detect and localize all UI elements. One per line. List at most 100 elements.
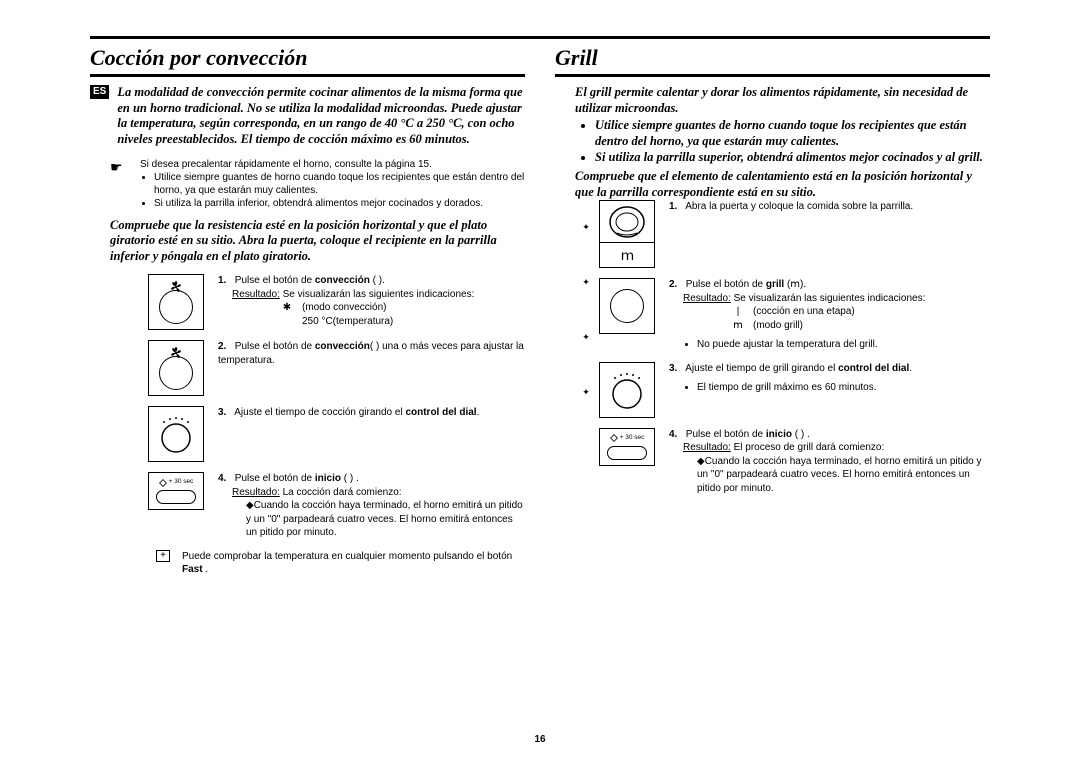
dial-control-icon [599, 362, 655, 418]
intro-list-right: Utilice siempre guantes de horno cuando … [555, 118, 990, 165]
mode-icon: ⅿ [731, 319, 745, 333]
result-text: El proceso de grill dará comienzo: [731, 442, 884, 453]
note-list: Utilice siempre guantes de horno cuando … [140, 171, 525, 210]
pill-button-icon [607, 446, 647, 460]
cross-icon: ✦ [582, 332, 590, 343]
diamond-icon [610, 434, 618, 442]
step-1: 1. Pulse el botón de convección ( ). Res… [148, 274, 525, 330]
result-block: Resultado: La cocción dará comienzo: ◆Cu… [232, 486, 525, 540]
result-block: Resultado: Se visualizarán las siguiente… [232, 288, 525, 329]
result-label: Resultado: [232, 289, 280, 300]
intro-item: Si utiliza la parrilla superior, obtendr… [595, 150, 990, 166]
top-rule [90, 36, 990, 39]
step-bullet: No puede ajustar la temperatura del gril… [697, 338, 990, 352]
step-image [148, 340, 204, 396]
dial-control-icon [148, 406, 204, 462]
grill-steps-wrap: ✦ ✦ ✦ ✦ [579, 200, 990, 505]
step-body: 2. Pulse el botón de convección( ) una o… [218, 340, 525, 396]
note-item: Utilice siempre guantes de horno cuando … [154, 171, 525, 197]
section-title-right: Grill [555, 45, 990, 71]
result-text: Se visualizarán las siguientes indicacio… [280, 289, 475, 300]
crop-marks: ✦ ✦ ✦ ✦ [579, 200, 593, 505]
indic-label: (modo grill) [753, 319, 803, 333]
mode-icon: | [731, 305, 745, 319]
step-image [148, 274, 204, 330]
step-number: 3. [218, 406, 232, 420]
step-body: 2. Pulse el botón de grill (ⅿ). Resultad… [669, 278, 990, 352]
result-text: La cocción dará comienzo: [280, 487, 402, 498]
dial-dots-icon [605, 368, 649, 412]
intro-text-right: El grill permite calentar y dorar los al… [575, 85, 990, 116]
pointer-icon: ☛ [110, 158, 128, 210]
step-text: Pulse el botón de inicio ( ) . [686, 429, 810, 440]
step-image [148, 406, 204, 462]
step-text: Pulse el botón de convección( ) una o má… [218, 341, 524, 366]
step-bullets: No puede ajustar la temperatura del gril… [669, 338, 990, 352]
left-column: Cocción por convección ES La modalidad d… [90, 45, 525, 576]
page-number: 16 [534, 734, 545, 745]
plus30-label: + 30 sec [610, 434, 645, 443]
step-4: + 30 sec 4. Pulse el botón de inicio ( )… [148, 472, 525, 540]
note-body: Si desea precalentar rápidamente el horn… [140, 158, 525, 210]
section-rule [555, 74, 990, 77]
step-bullets: El tiempo de grill máximo es 60 minutos. [669, 381, 990, 395]
cross-icon: ✦ [582, 222, 590, 233]
fan-icon [169, 346, 183, 360]
step-number: 4. [218, 472, 232, 486]
result-label: Resultado: [683, 442, 731, 453]
plus30-label: + 30 sec [159, 478, 194, 487]
manual-page: Cocción por convección ES La modalidad d… [0, 0, 1080, 576]
step-text: Pulse el botón de convección ( ). [235, 275, 385, 286]
result-text: Se visualizarán las siguientes indicacio… [731, 293, 926, 304]
grill-symbol-icon: ⅿ [621, 246, 634, 265]
step-body: 4. Pulse el botón de inicio ( ) . Result… [218, 472, 525, 540]
step-image: + 30 sec [599, 428, 655, 496]
plus-box-icon: + [156, 550, 170, 562]
language-badge: ES [90, 85, 109, 99]
note-lead: Si desea precalentar rápidamente el horn… [140, 158, 525, 171]
step-image [599, 278, 655, 352]
step-body: 3. Ajuste el tiempo de grill girando el … [669, 362, 990, 418]
right-column: Grill El grill permite calentar y dorar … [555, 45, 990, 576]
foot-note: + Puede comprobar la temperatura en cual… [156, 550, 525, 576]
result-block: Resultado: El proceso de grill dará comi… [683, 441, 990, 495]
step-body: 4. Pulse el botón de inicio ( ) . Result… [669, 428, 990, 496]
rack-icon [607, 205, 647, 239]
end-note: ◆Cuando la cocción haya terminado, el ho… [246, 499, 525, 540]
grill-knob-icon [599, 278, 655, 334]
step-image: + 30 sec [148, 472, 204, 540]
step-number: 1. [218, 274, 232, 288]
step-2: 2. Pulse el botón de grill (ⅿ). Resultad… [599, 278, 990, 352]
preheat-note: ☛ Si desea precalentar rápidamente el ho… [110, 158, 525, 210]
step-number: 2. [669, 278, 683, 292]
step-number: 4. [669, 428, 683, 442]
indic-label: (modo convección) [302, 301, 386, 315]
foot-text: Puede comprobar la temperatura en cualqu… [182, 550, 525, 576]
mode-icon: ✱ [280, 301, 294, 315]
step-text: Abra la puerta y coloque la comida sobre… [685, 201, 913, 212]
step-image: ⅿ [599, 200, 655, 268]
dial-dots-icon [154, 412, 198, 456]
section-rule [90, 74, 525, 77]
result-block: Resultado: Se visualizarán las siguiente… [683, 292, 990, 333]
cross-icon: ✦ [582, 277, 590, 288]
step-image [599, 362, 655, 418]
indic-label: 250 °C(temperatura) [302, 315, 393, 329]
step-body: 3. Ajuste el tiempo de cocción girando e… [218, 406, 525, 462]
step-number: 2. [218, 340, 232, 354]
steps-right: ⅿ 1. Abra la puerta y coloque la comida … [599, 200, 990, 505]
start-button-icon: + 30 sec [148, 472, 204, 510]
step-text: Ajuste el tiempo de cocción girando el c… [234, 407, 479, 418]
step-text: Pulse el botón de inicio ( ) . [235, 473, 359, 484]
section-title-left: Cocción por convección [90, 45, 525, 71]
convection-knob-icon [148, 340, 204, 396]
convection-knob-icon [148, 274, 204, 330]
cross-icon: ✦ [582, 387, 590, 398]
step-3: 3. Ajuste el tiempo de cocción girando e… [148, 406, 525, 462]
step-text: Pulse el botón de grill (ⅿ). [686, 279, 806, 290]
step-4: + 30 sec 4. Pulse el botón de inicio ( )… [599, 428, 990, 496]
dial-icon [159, 290, 193, 324]
step-number: 1. [669, 200, 683, 214]
dial-icon [159, 356, 193, 390]
check-paragraph-right: Compruebe que el elemento de calentamien… [575, 169, 990, 200]
